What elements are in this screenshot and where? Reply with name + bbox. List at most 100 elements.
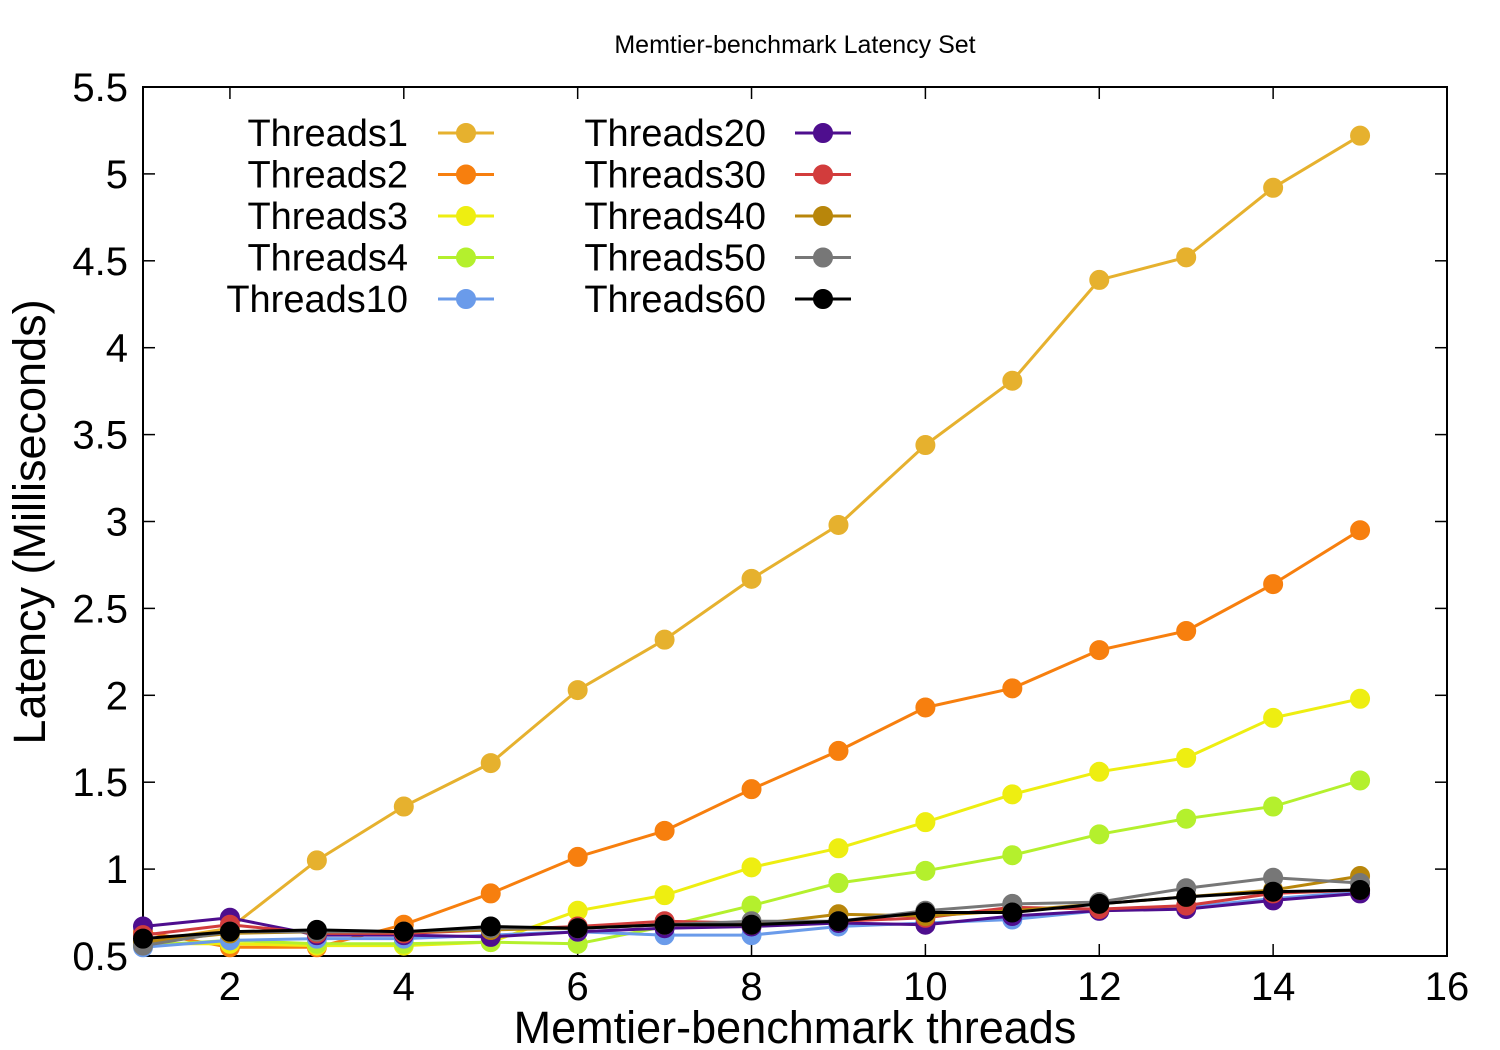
data-point-threads2 [1350,520,1371,541]
x-tick-label: 12 [1077,965,1122,1009]
legend-label: Threads1 [247,113,408,155]
legend-marker [456,123,476,143]
data-point-threads3 [1176,747,1197,768]
y-axis-ticks: 0.5 1 1.5 2 2.5 3 3.5 4 4.5 5 5.5 [72,66,1447,979]
x-axis-label: Memtier-benchmark threads [514,1002,1077,1050]
data-point-threads60 [1350,879,1371,900]
legend-item-threads1: Threads1 [247,113,494,155]
data-point-threads3 [828,838,849,859]
data-point-threads60 [1263,881,1284,902]
data-point-threads60 [306,919,327,940]
data-point-threads2 [915,697,936,718]
series-threads1 [133,125,1371,953]
legend-marker [456,289,476,309]
y-tick-label: 1 [106,848,128,892]
data-point-threads3 [915,812,936,833]
y-tick-label: 3.5 [72,414,128,458]
x-axis-ticks: 2 4 6 8 10 12 14 16 [219,87,1469,1009]
data-point-threads60 [567,918,588,939]
data-point-threads60 [1002,902,1023,923]
data-point-threads1 [741,568,762,589]
data-point-threads4 [828,873,849,894]
data-point-threads3 [1350,688,1371,709]
x-tick-label: 6 [567,965,589,1009]
legend-marker [456,206,476,226]
data-point-threads60 [219,921,240,942]
legend-item-threads4: Threads4 [247,238,494,280]
x-tick-label: 8 [740,965,762,1009]
y-tick-label: 5 [106,153,128,197]
data-point-threads1 [828,514,849,535]
data-point-threads4 [915,860,936,881]
legend-marker [813,123,833,143]
data-point-threads3 [654,885,675,906]
data-point-threads1 [393,796,414,817]
data-point-threads1 [480,753,501,774]
x-tick-label: 4 [393,965,415,1009]
data-point-threads2 [1089,640,1110,661]
data-point-threads3 [1263,707,1284,728]
series-threads60 [133,879,1371,949]
y-tick-label: 5.5 [72,66,128,110]
data-point-threads60 [480,916,501,937]
data-point-threads2 [1002,678,1023,699]
chart-title: Memtier-benchmark Latency Set [614,31,975,59]
data-point-threads60 [393,921,414,942]
legend-label: Threads40 [584,196,766,238]
y-tick-label: 4.5 [72,240,128,284]
legend-label: Threads60 [584,279,766,321]
data-point-threads1 [1263,177,1284,198]
legend-item-threads60: Threads60 [584,279,851,321]
legend-marker [456,164,476,185]
y-tick-label: 3 [106,501,128,545]
legend-item-threads2: Threads2 [247,155,494,197]
legend-marker [813,289,833,309]
data-point-threads60 [654,914,675,935]
legend-marker [813,206,833,226]
legend-marker [813,247,833,268]
data-point-threads4 [1002,845,1023,866]
y-tick-label: 4 [106,327,128,371]
data-point-threads60 [828,911,849,932]
legend-label: Threads10 [226,279,408,321]
data-point-threads60 [1089,893,1110,914]
data-point-threads1 [1350,125,1371,146]
legend-label: Threads3 [247,196,408,238]
data-point-threads1 [915,435,936,456]
legend-label: Threads2 [247,155,408,197]
data-point-threads4 [1263,796,1284,817]
legend-item-threads30: Threads30 [584,155,851,197]
data-point-threads4 [1089,824,1110,845]
y-tick-label: 0.5 [72,935,128,979]
legend-item-threads40: Threads40 [584,196,851,238]
legend: Threads1Threads2Threads3Threads4Threads1… [226,113,851,321]
data-point-threads1 [1002,370,1023,391]
data-point-threads3 [1002,784,1023,805]
data-point-threads1 [1176,247,1197,268]
legend-item-threads20: Threads20 [584,113,851,155]
y-tick-label: 1.5 [72,761,128,805]
legend-label: Threads30 [584,155,766,197]
data-point-threads2 [1176,620,1197,641]
data-point-threads60 [133,928,153,949]
x-tick-label: 10 [903,965,948,1009]
data-point-threads60 [741,914,762,935]
legend-label: Threads4 [247,238,408,280]
legend-item-threads50: Threads50 [584,238,851,280]
x-tick-label: 14 [1251,965,1296,1009]
data-point-threads2 [741,779,762,800]
data-point-threads1 [567,680,588,701]
data-point-threads2 [567,846,588,867]
legend-marker [456,247,476,268]
data-point-threads2 [1263,574,1284,595]
data-point-threads1 [654,629,675,650]
data-point-threads1 [306,850,327,871]
y-tick-label: 2.5 [72,587,128,631]
x-tick-label: 2 [219,965,241,1009]
legend-marker [813,164,833,185]
data-point-threads2 [480,883,501,904]
data-point-threads4 [1176,808,1197,829]
x-tick-label: 16 [1425,965,1470,1009]
